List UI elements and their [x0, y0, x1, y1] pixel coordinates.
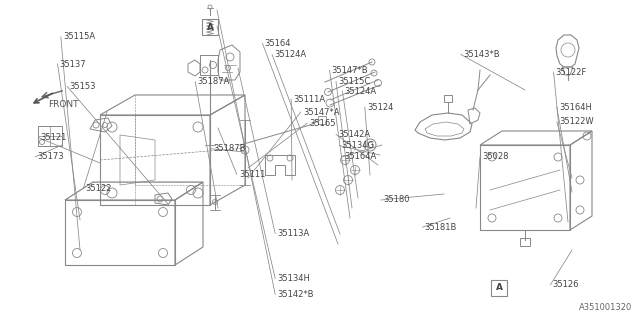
Text: 35142A: 35142A	[338, 130, 370, 139]
Bar	[100, 115, 210, 205]
Text: 35122F: 35122F	[556, 68, 587, 76]
Text: 35122W: 35122W	[559, 117, 593, 126]
Text: 35142*B: 35142*B	[277, 290, 314, 299]
Text: 35122: 35122	[85, 184, 111, 193]
Text: 35147*A: 35147*A	[303, 108, 339, 116]
Text: 35134G: 35134G	[341, 141, 374, 150]
Bar	[444, 95, 452, 102]
Text: 35147*B: 35147*B	[332, 66, 368, 75]
Text: 35143*B: 35143*B	[463, 50, 499, 59]
Text: 35180: 35180	[383, 196, 410, 204]
Text: 35028: 35028	[482, 152, 509, 161]
Text: 35124: 35124	[367, 103, 393, 112]
Bar	[202, 19, 218, 35]
Bar	[491, 280, 507, 296]
Text: 35187B: 35187B	[213, 144, 246, 153]
Bar	[318, 116, 326, 124]
Text: 35121: 35121	[40, 133, 67, 142]
Text: 35113A: 35113A	[277, 229, 310, 238]
Text: 35115C: 35115C	[338, 77, 371, 86]
Text: 35165: 35165	[309, 119, 336, 128]
Text: 35164A: 35164A	[344, 152, 377, 161]
Bar	[38, 126, 62, 146]
Text: 35137: 35137	[60, 60, 86, 68]
Bar	[200, 55, 218, 75]
Bar	[65, 200, 175, 265]
Text: 35111: 35111	[239, 170, 265, 179]
Text: 35187A: 35187A	[197, 77, 230, 86]
Text: 35181B: 35181B	[424, 223, 457, 232]
Text: 35153: 35153	[69, 82, 96, 91]
Bar	[520, 238, 530, 246]
Bar	[480, 145, 570, 230]
Text: 35124A: 35124A	[344, 87, 376, 96]
Text: 35134H: 35134H	[277, 274, 310, 283]
Text: 35164H: 35164H	[559, 103, 591, 112]
Text: 35111A: 35111A	[293, 95, 325, 104]
Text: 35115A: 35115A	[63, 32, 95, 41]
Text: 35164: 35164	[264, 39, 291, 48]
Text: FRONT: FRONT	[48, 100, 79, 108]
Text: 35173: 35173	[37, 152, 64, 161]
Text: A351001320: A351001320	[579, 303, 632, 312]
Text: A: A	[495, 284, 502, 292]
Text: A: A	[207, 22, 214, 31]
Text: 35124A: 35124A	[274, 50, 306, 59]
Text: 35126: 35126	[552, 280, 579, 289]
